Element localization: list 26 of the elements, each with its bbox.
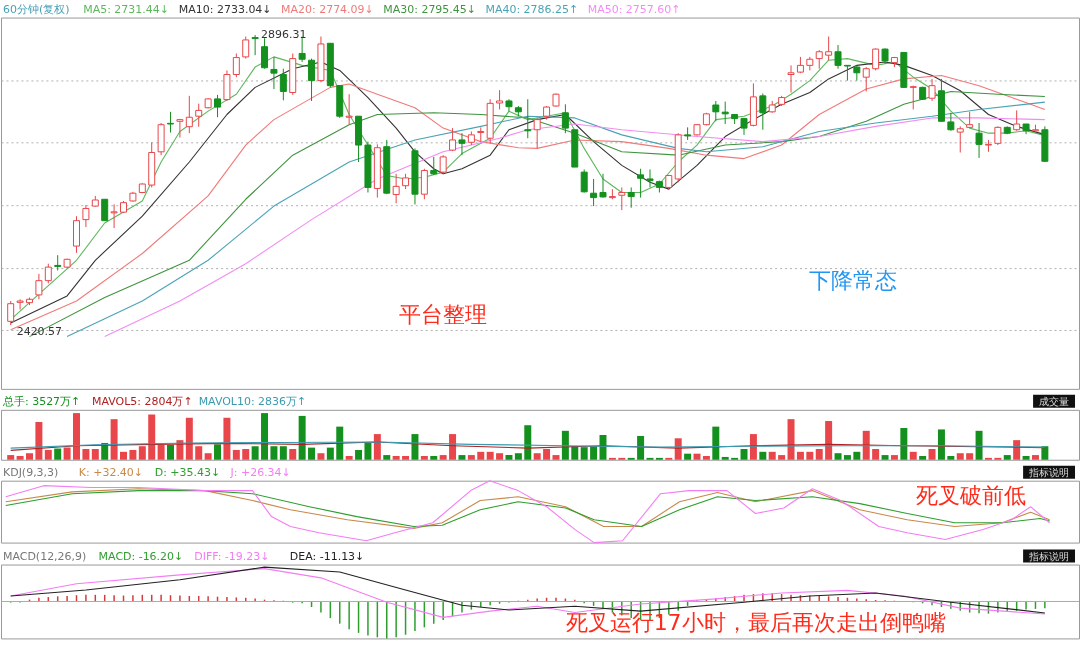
series-label: 总手: 3527万↑ [1,394,81,408]
chart-title: MACD(12,26,9) [2,549,87,563]
series-label: DEA: -11.13↓ [289,549,365,563]
text: MA40: 2786.25↑ [485,2,579,16]
text: MAVOL5: 2804万↑ [92,394,193,408]
annotation: 死叉运行17小时，最后再次走出倒鸭嘴 [565,609,946,635]
annotation: 死叉破前低 [916,482,1027,508]
annotation: 2896.31 [261,28,307,42]
series-label: D: +35.43↓ [154,465,221,479]
text: MA50: 2757.60↑ [587,2,681,16]
text: MA20: 2774.09↓ [281,2,374,16]
series-label: J: +26.34↓ [229,465,291,479]
annotation: 下降常态 [808,268,897,294]
text: 成交量 [1039,395,1070,407]
annotation: 平台整理 [398,301,487,327]
text: MA5: 2731.44↓ [83,2,169,16]
chart-title: KDJ(9,3,3) [2,465,59,479]
text: MACD: -16.20↓ [98,549,184,563]
text: MAVOL10: 2836万↑ [198,394,307,408]
text: MA30: 2795.45↓ [383,2,476,16]
text: 指标说明 [1028,466,1070,478]
series-label: DIFF: -19.23↓ [194,549,270,563]
text: 指标说明 [1028,550,1070,562]
series-label: K: +32.40↓ [78,465,144,479]
text: MA10: 2733.04↓ [178,2,272,16]
chart-title: 60分钟(复权) [2,2,70,16]
